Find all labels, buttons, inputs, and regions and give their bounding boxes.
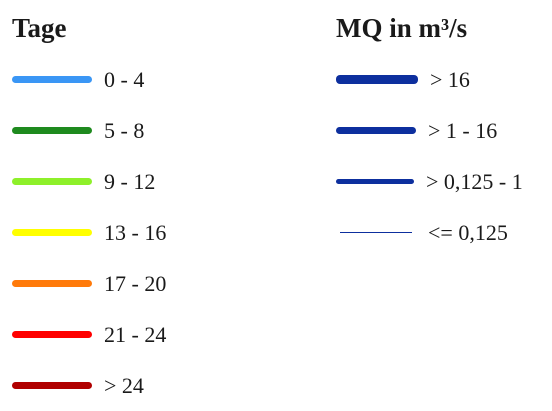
- tage-legend-row: 17 - 20: [12, 258, 166, 309]
- tage-range-label: 0 - 4: [104, 66, 145, 92]
- mq-legend-title: MQ in m³/s: [336, 13, 468, 43]
- tage-range-label: 5 - 8: [104, 117, 145, 143]
- mq-line-swatch: [336, 127, 416, 134]
- tage-legend: Tage 0 - 4 5 - 8 9 - 12 13 - 16 17 - 20 …: [12, 0, 166, 411]
- tage-range-label: 13 - 16: [104, 219, 167, 245]
- tage-legend-rows: 0 - 4 5 - 8 9 - 12 13 - 16 17 - 20 21 - …: [12, 54, 166, 411]
- mq-legend: MQ in m³/s > 16 > 1 - 16 > 0,125 - 1 <= …: [336, 0, 523, 258]
- mq-line-swatch: [340, 231, 412, 234]
- tage-legend-row: 9 - 12: [12, 156, 166, 207]
- tage-range-label: 21 - 24: [104, 321, 167, 347]
- tage-color-swatch: [12, 280, 92, 287]
- tage-range-label: 9 - 12: [104, 168, 156, 194]
- mq-line-swatch: [336, 75, 418, 84]
- mq-range-label: > 16: [430, 66, 470, 92]
- tage-color-swatch: [12, 76, 92, 83]
- mq-range-label: <= 0,125: [428, 219, 508, 245]
- tage-legend-row: 0 - 4: [12, 54, 166, 105]
- tage-color-swatch: [12, 178, 92, 185]
- tage-legend-row: 21 - 24: [12, 309, 166, 360]
- mq-line-swatch: [336, 179, 414, 184]
- mq-legend-row: <= 0,125: [336, 207, 523, 258]
- tage-legend-title: Tage: [12, 13, 67, 43]
- mq-legend-row: > 1 - 16: [336, 105, 523, 156]
- mq-legend-row: > 16: [336, 54, 523, 105]
- tage-range-label: 17 - 20: [104, 270, 167, 296]
- tage-color-swatch: [12, 382, 92, 389]
- mq-range-label: > 1 - 16: [428, 117, 498, 143]
- tage-range-label: > 24: [104, 372, 144, 398]
- tage-legend-row: 13 - 16: [12, 207, 166, 258]
- mq-range-label: > 0,125 - 1: [426, 168, 523, 194]
- tage-legend-row: 5 - 8: [12, 105, 166, 156]
- tage-color-swatch: [12, 331, 92, 338]
- tage-legend-row: > 24: [12, 360, 166, 411]
- mq-legend-rows: > 16 > 1 - 16 > 0,125 - 1 <= 0,125: [336, 54, 523, 258]
- mq-legend-row: > 0,125 - 1: [336, 156, 523, 207]
- tage-color-swatch: [12, 127, 92, 134]
- tage-color-swatch: [12, 229, 92, 236]
